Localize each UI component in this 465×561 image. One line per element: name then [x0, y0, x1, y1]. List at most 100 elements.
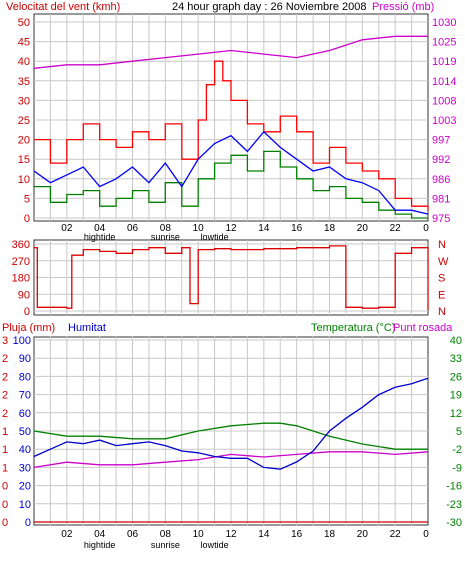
temperature-tick-label: 19: [450, 390, 462, 402]
hour-label: 16: [291, 223, 303, 234]
wind-gust-line: [34, 60, 429, 211]
temperature-tick-label: -2: [452, 444, 462, 456]
hour-label: 08: [160, 223, 172, 234]
hour-label: 12: [225, 223, 237, 234]
compass-tick-label: E: [438, 289, 445, 301]
temperature-tick-label: -9: [452, 462, 462, 474]
wind-tick-label: 45: [18, 37, 30, 49]
rain-tick-label: 0: [2, 517, 8, 529]
direction-tick-label: 270: [12, 256, 30, 268]
wind-tick-label: 5: [24, 193, 30, 205]
wind-tick-label: 40: [18, 56, 30, 68]
hour-label: 22: [390, 223, 402, 234]
humidity-tick-label: 40: [19, 444, 31, 456]
rain-tick-label: 3: [2, 335, 8, 347]
tide-label: hightide: [84, 232, 116, 242]
hour-label: 02: [61, 529, 73, 540]
direction-tick-label: 360: [12, 239, 30, 251]
wind-tick-label: 15: [18, 154, 30, 166]
rain-tick-label: 2: [2, 371, 8, 383]
hour-label: 10: [193, 529, 205, 540]
hour-label: 02: [61, 223, 73, 234]
wind-min-line: [34, 150, 428, 219]
temperature-tick-label: 12: [450, 408, 462, 420]
temperature-tick-label: 40: [450, 335, 462, 347]
temperature-tick-label: 5: [456, 426, 462, 438]
hour-label: 06: [127, 223, 139, 234]
wind-tick-label: 50: [18, 17, 30, 29]
humidity-tick-label: 20: [19, 481, 31, 493]
compass-tick-label: W: [438, 256, 449, 268]
hour-label: 10: [193, 223, 205, 234]
hour-label: 12: [225, 529, 237, 540]
temperature-tick-label: -16: [446, 481, 462, 493]
wind-tick-label: 20: [18, 135, 30, 147]
tide-label: lowtide: [201, 540, 229, 550]
rain-tick-label: 0: [2, 499, 8, 511]
direction-tick-label: 0: [24, 306, 30, 318]
humidity-tick-label: 0: [25, 517, 31, 529]
pressure-tick-label: 1014: [432, 76, 456, 88]
pressure-tick-label: 1030: [432, 17, 456, 29]
dewpoint-axis-title: Punt rosada: [393, 322, 453, 334]
hour-label: 04: [94, 529, 106, 540]
compass-tick-label: N: [438, 306, 446, 318]
rain-tick-label: 1: [2, 426, 8, 438]
humidity-axis-title: Humitat: [68, 322, 106, 334]
hour-label: 08: [160, 529, 172, 540]
compass-tick-label: S: [438, 273, 445, 285]
chart-title: 24 hour graph day : 26 Noviembre 2008: [172, 1, 366, 13]
temperature-tick-label: 26: [450, 371, 462, 383]
hour-label: 14: [258, 223, 270, 234]
hour-label: 16: [291, 529, 303, 540]
humidity-tick-label: 100: [13, 335, 31, 347]
rain-tick-label: 1: [2, 462, 8, 474]
hour-label: 14: [258, 529, 270, 540]
wind-tick-label: 30: [18, 95, 30, 107]
pressure-tick-label: 1008: [432, 95, 456, 107]
temperature-tick-label: -23: [446, 499, 462, 511]
tide-label: sunrise: [151, 232, 180, 242]
compass-tick-label: N: [438, 239, 446, 251]
pressure-tick-label: 1019: [432, 56, 456, 68]
pressure-line: [33, 35, 428, 69]
rain-tick-label: 1: [2, 444, 8, 456]
pressure-tick-label: 1003: [432, 115, 456, 127]
hour-label: 20: [357, 529, 369, 540]
tide-label: lowtide: [201, 232, 229, 242]
rain-tick-label: 2: [2, 353, 8, 365]
temperature-axis-title: Temperatura (°C): [311, 322, 395, 334]
direction-tick-label: 180: [12, 273, 30, 285]
hour-label: 04: [94, 223, 106, 234]
wind-axis-title: Velocitat del vent (kmh): [6, 1, 120, 13]
rain-axis-title: Pluja (mm): [2, 322, 55, 334]
hour-label: 20: [357, 223, 369, 234]
humidity-tick-label: 50: [19, 426, 31, 438]
pressure-tick-label: 997: [432, 135, 450, 147]
rain-tick-label: 2: [2, 390, 8, 402]
wind-average-line: [33, 130, 429, 215]
hour-label: 0: [423, 529, 429, 540]
hour-label: 18: [324, 223, 336, 234]
wind-tick-label: 0: [24, 213, 30, 225]
hour-label: 0: [423, 223, 429, 234]
hour-label: 22: [390, 529, 402, 540]
tide-label: hightide: [84, 540, 116, 550]
tide-label: sunrise: [151, 540, 180, 550]
humidity-tick-label: 30: [19, 462, 31, 474]
humidity-tick-label: 10: [19, 499, 31, 511]
direction-tick-label: 90: [18, 289, 30, 301]
humidity-tick-label: 70: [19, 390, 31, 402]
rain-tick-label: 0: [2, 481, 8, 493]
temperature-tick-label: 33: [450, 353, 462, 365]
temperature-tick-label: -30: [446, 517, 462, 529]
wind-direction-line: [34, 245, 429, 311]
pressure-tick-label: 986: [432, 174, 450, 186]
wind-tick-label: 10: [18, 174, 30, 186]
pressure-tick-label: 1025: [432, 37, 456, 49]
humidity-tick-label: 80: [19, 371, 31, 383]
hour-label: 18: [324, 529, 336, 540]
pressure-axis-title: Pressió (mb): [372, 1, 434, 13]
